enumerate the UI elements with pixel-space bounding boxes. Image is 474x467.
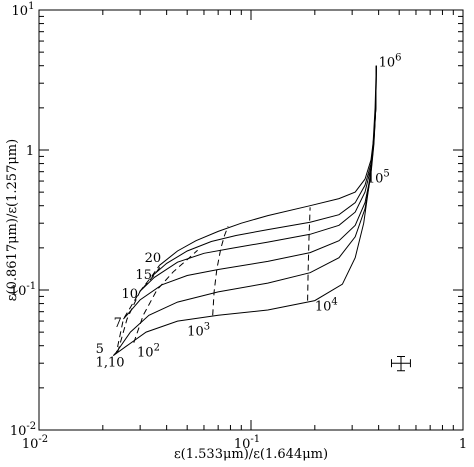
dashed-curve (133, 249, 198, 343)
y-tick-label: 10-1 (10, 281, 36, 299)
y-tick-labels: 10-2 10-1 1 101 (10, 1, 36, 439)
y-tick-label: 101 (12, 1, 35, 19)
solid-curve (159, 65, 377, 266)
solid-curve (151, 65, 377, 277)
solid-curve (116, 65, 377, 353)
solid-curves (113, 65, 377, 357)
curve-label: 104 (315, 296, 338, 314)
error-bar (391, 355, 411, 372)
curve-labels: 1,105 102 710 15 20 103 104 105 106 (96, 52, 402, 370)
curve-label: 7 (114, 316, 122, 331)
x-tick-label: 10-1 (234, 434, 260, 452)
dashed-curve (112, 265, 160, 356)
solid-curve (113, 65, 377, 357)
x-tick-label: 1 (459, 437, 467, 452)
x-axis-label: ε(1.533μm)/ε(1.644μm) (174, 447, 328, 462)
curve-label: 106 (379, 52, 402, 70)
dashed-curve (212, 226, 229, 316)
curve-label: 5 (96, 342, 104, 357)
x-tick-labels: 10-2 10-1 1 (22, 434, 467, 452)
curve-label: 102 (137, 342, 160, 360)
curve-label: 15 (135, 268, 152, 283)
major-ticks (38, 9, 464, 431)
y-axis-label: ε(0.8617μm)/ε(1.257μm) (5, 139, 20, 301)
y-tick-label: 10-2 (10, 421, 36, 439)
solid-curve (139, 65, 377, 292)
dashed-curves (112, 207, 311, 356)
dashed-curve (307, 207, 311, 301)
dashed-curve (117, 264, 163, 353)
curve-label: 1,10 (96, 355, 125, 370)
minor-ticks (39, 10, 463, 430)
y-tick-label: 1 (26, 144, 34, 159)
curve-label: 10 (122, 287, 139, 302)
curve-label: 20 (145, 251, 162, 266)
solid-curve (123, 65, 377, 320)
curve-label: 103 (187, 321, 210, 339)
x-tick-label: 10-2 (22, 434, 48, 452)
curve-label: 105 (367, 169, 390, 187)
